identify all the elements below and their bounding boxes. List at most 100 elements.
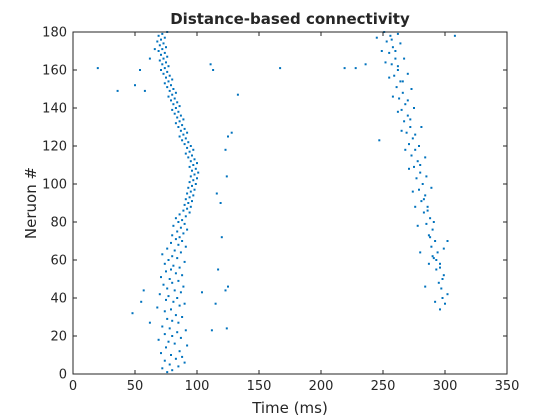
spike-point [406,99,409,102]
spike-point [181,274,184,277]
spike-point [192,179,195,182]
spike-point [178,304,181,307]
spike-point [439,308,441,311]
spike-point [173,97,176,100]
spike-point [415,177,418,180]
spike-point [209,63,212,66]
spike-point [167,295,170,298]
spike-point [399,42,402,45]
spike-point [161,253,164,256]
spike-point [170,268,172,271]
y-tick-label: 40 [50,292,67,307]
spike-point [192,148,195,151]
spike-point [435,268,438,271]
spike-point [167,65,170,68]
spike-point [404,148,407,151]
x-axis-label: Time (ms) [251,399,328,417]
spike-point [408,143,410,146]
spike-point [183,222,186,225]
y-tick-label: 0 [59,368,67,383]
spike-point [406,114,409,117]
spike-point [396,65,399,68]
spike-point [424,194,427,197]
x-tick-label: 50 [127,379,144,394]
spike-point [398,97,401,100]
spike-point [410,88,413,90]
spike-point [401,80,404,83]
spike-point [166,86,169,89]
y-tick-label: 60 [50,254,67,269]
spike-point [161,367,164,370]
spike-point [134,84,136,87]
spike-point [176,230,179,233]
spike-point [354,67,357,70]
spike-point [157,34,160,37]
spike-point [217,268,220,271]
spike-point [188,181,191,184]
spike-point [219,202,222,204]
spike-point [171,369,174,372]
spike-point [158,59,161,62]
spike-point [174,238,177,241]
spike-point [163,36,166,39]
spike-point [399,80,402,83]
spike-point [178,350,181,353]
spike-point [446,240,449,242]
spike-point [178,120,181,123]
spike-point [165,76,167,79]
spike-point [414,133,417,136]
spike-point [165,46,167,49]
spike-point [441,278,444,280]
spike-point [184,152,187,155]
x-tick-label: 300 [433,379,458,394]
spike-point [173,249,176,252]
spike-point [432,221,435,223]
spike-point [419,251,422,254]
spike-point [194,167,197,170]
spike-point [193,158,196,161]
spike-point [181,240,184,242]
spike-point [116,89,119,92]
spike-point [446,293,449,296]
spike-point [171,255,174,258]
spike-point [168,327,171,330]
chart-title: Distance-based connectivity [170,10,410,28]
spike-point [236,93,239,96]
spike-point [153,48,156,51]
spike-point [431,255,434,258]
spike-point [166,247,169,250]
spike-point [414,148,417,151]
spike-point [96,67,99,70]
spike-point [210,329,213,332]
spike-point [177,126,180,128]
spike-point [413,107,415,109]
spike-point [172,224,175,227]
spike-point [186,207,189,210]
spike-point [442,274,445,277]
spike-point [193,188,196,191]
spike-point [157,50,160,52]
spike-point [426,209,429,212]
spike-point [171,93,174,96]
spike-point [414,205,417,208]
spike-point [186,344,189,347]
spike-point [425,175,428,178]
spike-point [179,129,182,132]
spike-point [165,61,167,64]
spike-point [160,276,162,279]
spike-point [187,202,190,204]
spike-point [184,198,187,201]
spike-point [186,146,189,149]
axes-background [73,32,507,374]
spike-point [174,217,177,220]
spike-point [224,289,227,292]
spike-point [385,40,388,43]
spike-point [440,287,443,290]
spike-point [187,141,190,144]
spike-point [187,156,190,159]
spike-point [225,175,228,178]
spike-point [171,108,174,111]
spike-point [279,67,282,70]
spike-point [171,335,174,337]
spike-point [182,209,185,212]
